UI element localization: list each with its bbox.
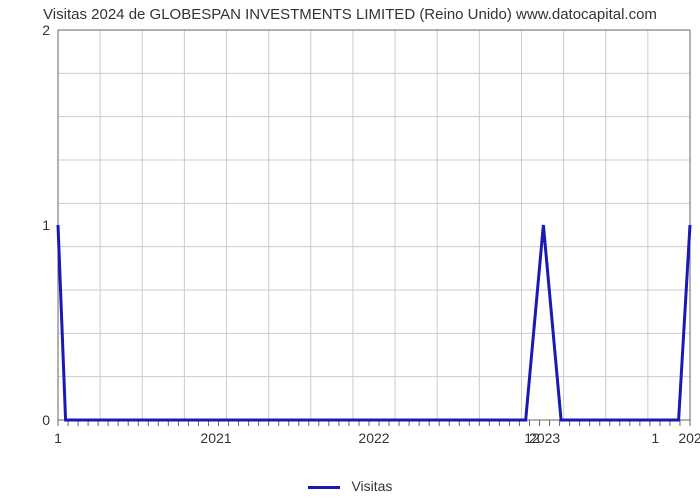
x-tick-label: 1 (54, 420, 62, 446)
x-tick-label: 202 (678, 420, 700, 446)
plot-area: 0121202120221220231202 (58, 30, 690, 420)
x-tick-label: 1 (651, 420, 659, 446)
legend: Visitas (0, 478, 700, 494)
chart-title: Visitas 2024 de GLOBESPAN INVESTMENTS LI… (0, 6, 700, 23)
legend-swatch (308, 486, 340, 489)
legend-label: Visitas (351, 478, 392, 494)
plot-svg (58, 30, 690, 430)
x-tick-label: 2023 (529, 420, 560, 446)
x-tick-label: 2022 (358, 420, 389, 446)
x-tick-label: 2021 (200, 420, 231, 446)
chart-container: Visitas 2024 de GLOBESPAN INVESTMENTS LI… (0, 0, 700, 500)
y-tick-label: 2 (42, 22, 58, 38)
y-tick-label: 1 (42, 217, 58, 233)
